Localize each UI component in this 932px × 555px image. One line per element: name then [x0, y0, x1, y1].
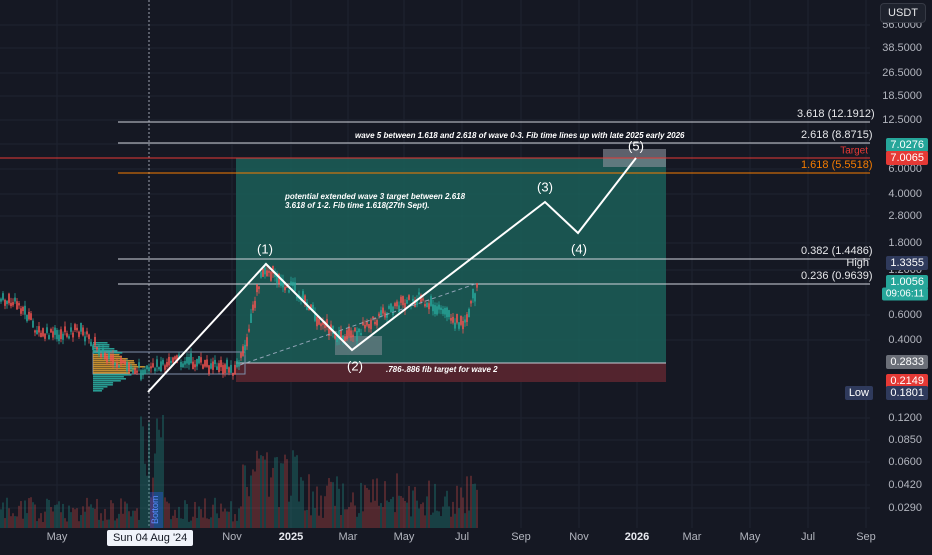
- fib-label-2618: 2.618 (8.8715): [801, 129, 873, 141]
- price-axis-label: 0.0600: [888, 456, 922, 468]
- price-axis-label: 26.5000: [882, 67, 922, 79]
- low-label: Low: [844, 386, 873, 400]
- target-a-tag: 7.0276: [886, 138, 928, 152]
- price-axis-label: 18.5000: [882, 90, 922, 102]
- currency-button[interactable]: USDT: [880, 3, 926, 23]
- wave2-note: .786-.886 fib target for wave 2: [386, 365, 498, 374]
- time-axis-label: Nov: [569, 531, 589, 543]
- time-axis-label: Sep: [511, 531, 531, 543]
- time-axis-label: Sep: [856, 531, 876, 543]
- price-axis-label: 38.5000: [882, 42, 922, 54]
- time-axis-label: 2025: [278, 531, 304, 543]
- price-axis-label: 0.6000: [888, 309, 922, 321]
- time-axis-label: Mar: [682, 531, 702, 543]
- price-axis-label: 2.8000: [888, 210, 922, 222]
- countdown-tag: 09:06:11: [881, 287, 928, 301]
- price-axis-label: 12.5000: [882, 114, 922, 126]
- target-b-tag: 7.0065: [886, 151, 928, 165]
- time-axis-label: May: [393, 531, 415, 543]
- price-axis-label: 0.0850: [888, 434, 922, 446]
- elliott-wave-path[interactable]: [147, 157, 637, 393]
- wave-label-1: (1): [257, 241, 273, 257]
- price-axis-label: 0.4000: [888, 334, 922, 346]
- wave-label-3: (3): [537, 179, 553, 195]
- time-axis-label: May: [46, 531, 68, 543]
- level-2833-tag: 0.2833: [886, 355, 928, 369]
- price-axis-label: 0.0420: [888, 479, 922, 491]
- time-axis-label: Jul: [800, 531, 816, 543]
- bottom-marker: Bottom: [150, 492, 163, 528]
- time-axis-label: May: [739, 531, 761, 543]
- stop-zone[interactable]: [236, 363, 666, 382]
- high-label: High: [846, 257, 869, 269]
- level-2149-tag: 0.2149: [886, 374, 928, 388]
- price-axis-label: 0.1200: [888, 412, 922, 424]
- price-axis-label: 6.0000: [888, 163, 922, 175]
- low-tag: 0.1801: [886, 386, 928, 400]
- crosshair-date-badge: Sun 04 Aug '24: [107, 530, 194, 546]
- fib-label-0236: 0.236 (0.9639): [801, 270, 873, 282]
- wave3-note-line2: 3.618 of 1-2. Fib time 1.618(27th Sept).: [285, 201, 430, 210]
- profit-zone[interactable]: [236, 158, 666, 363]
- price-axis-label: 0.0290: [888, 502, 922, 514]
- wave-label-2: (2): [347, 358, 363, 374]
- time-axis-label: Mar: [338, 531, 358, 543]
- time-axis-label: 2026: [624, 531, 650, 543]
- time-axis-label: Nov: [222, 531, 242, 543]
- wave-label-4: (4): [571, 241, 587, 257]
- target-label: Target: [840, 145, 868, 157]
- fib-label-1618: 1.618 (5.5518): [801, 159, 873, 171]
- wave-label-5: (5): [628, 138, 644, 154]
- volume-bars: [0, 414, 478, 528]
- high-tag: 1.3355: [886, 256, 928, 270]
- time-axis-label: Jul: [454, 531, 470, 543]
- fib-label-3618: 3.618 (12.1912): [797, 108, 875, 120]
- price-axis-label: 4.0000: [888, 188, 922, 200]
- wave5-note: wave 5 between 1.618 and 2.618 of wave 0…: [355, 131, 685, 140]
- fib-label-0382: 0.382 (1.4486): [801, 245, 873, 257]
- current-price-tag: 1.0056: [886, 275, 928, 289]
- candlesticks: [0, 263, 478, 382]
- wave3-note-line1: potential extended wave 3 target between…: [285, 192, 466, 201]
- price-axis-label: 1.8000: [888, 237, 922, 249]
